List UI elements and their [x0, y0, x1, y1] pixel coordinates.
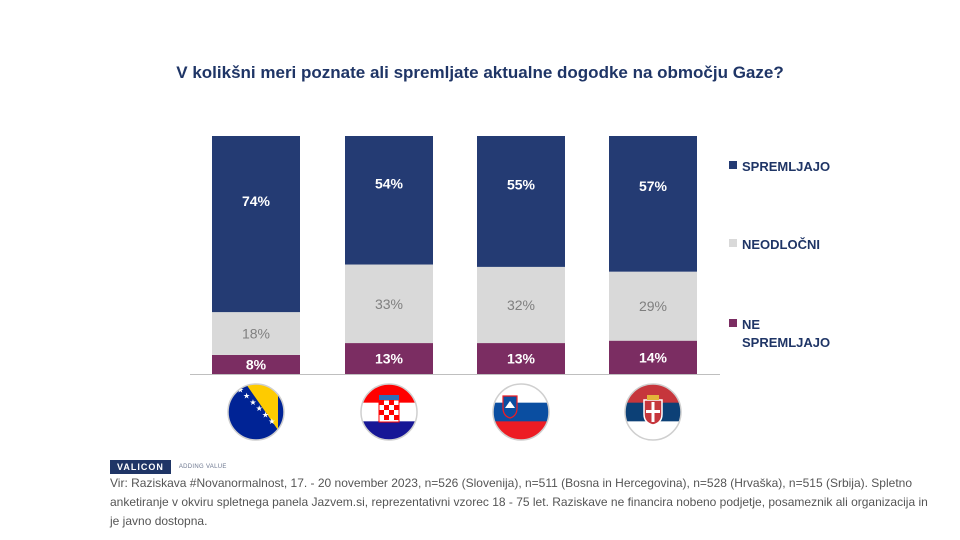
flag-rim — [624, 383, 682, 441]
logo-text: VALICON — [110, 459, 171, 474]
data-label-hrva-ka-ne-spremljajo: 13% — [375, 351, 404, 367]
bar-bosna-in-hercegovina-spremljajo — [212, 136, 300, 313]
bar-bosna-in-hercegovina-neodlo-ni — [212, 312, 300, 355]
logo-tagline: ADDING VALUE — [178, 463, 227, 470]
bar-srbija-ne-spremljajo — [609, 340, 697, 374]
data-label-srbija-spremljajo: 57% — [639, 178, 668, 194]
chart-title: V kolikšni meri poznate ali spremljate a… — [176, 63, 784, 82]
data-label-bosna-in-hercegovina-ne-spremljajo: 8% — [246, 356, 267, 372]
legend-label-spremljajo: SPREMLJAJO — [742, 159, 831, 174]
flag-croatia-icon — [361, 384, 417, 440]
stacked-bar-chart: 8%18%74%13%33%54%13%32%55%14%29%57%★★★★★… — [190, 136, 720, 441]
flag-rim — [360, 383, 418, 441]
legend-swatch-ne-spremljajo — [729, 319, 737, 327]
legend-label-ne-spremljajo: NE SPREMLJAJO — [742, 317, 831, 350]
bar-hrva-ka-neodlo-ni — [345, 264, 433, 344]
data-label-hrva-ka-spremljajo: 54% — [375, 176, 404, 192]
bar-hrva-ka-ne-spremljajo — [345, 343, 433, 374]
bar-srbija-neodlo-ni — [609, 271, 697, 341]
data-label-bosna-in-hercegovina-spremljajo: 74% — [242, 193, 271, 209]
flag-rim — [227, 383, 285, 441]
bar-srbija-spremljajo — [609, 136, 697, 272]
legend-item-neodlocni: NEODLOČNI — [729, 236, 820, 254]
data-label-slovenija-ne-spremljajo: 13% — [507, 351, 536, 367]
bar-bosna-in-hercegovina-ne-spremljajo — [212, 354, 300, 374]
bar-slovenija-neodlo-ni — [477, 266, 565, 344]
data-label-srbija-neodlo-ni: 29% — [639, 298, 667, 314]
bar-slovenija-spremljajo — [477, 136, 565, 267]
svg-text:★: ★ — [230, 379, 237, 388]
bar-hrva-ka-spremljajo — [345, 136, 433, 265]
data-label-slovenija-spremljajo: 55% — [507, 176, 536, 192]
data-label-slovenija-neodlo-ni: 32% — [507, 297, 535, 313]
flag-serbia-icon — [625, 384, 681, 440]
svg-text:★: ★ — [268, 417, 275, 426]
svg-text:★: ★ — [262, 411, 269, 420]
legend-item-ne-spremljajo: NE SPREMLJAJO — [729, 316, 832, 352]
flag-slovenia-icon — [493, 384, 549, 440]
legend-swatch-neodlocni — [729, 239, 737, 247]
valicon-logo: VALICON ADDING VALUE — [110, 458, 227, 476]
data-label-srbija-ne-spremljajo: 14% — [639, 349, 668, 365]
legend-label-neodlocni: NEODLOČNI — [742, 237, 820, 252]
flag-bosnia-icon: ★★★★★★★ — [228, 379, 284, 440]
bar-slovenija-ne-spremljajo — [477, 343, 565, 374]
svg-text:★: ★ — [249, 398, 256, 407]
flag-rim — [492, 383, 550, 441]
data-label-bosna-in-hercegovina-neodlo-ni: 18% — [242, 326, 270, 342]
svg-text:★: ★ — [237, 385, 244, 394]
source-note: Vir: Raziskava #Novanormalnost, 17. - 20… — [110, 476, 928, 528]
legend-swatch-spremljajo — [729, 161, 737, 169]
svg-text:★: ★ — [243, 392, 250, 401]
legend-item-spremljajo: SPREMLJAJO — [729, 158, 830, 176]
svg-text:★: ★ — [256, 404, 263, 413]
data-label-hrva-ka-neodlo-ni: 33% — [375, 296, 403, 312]
